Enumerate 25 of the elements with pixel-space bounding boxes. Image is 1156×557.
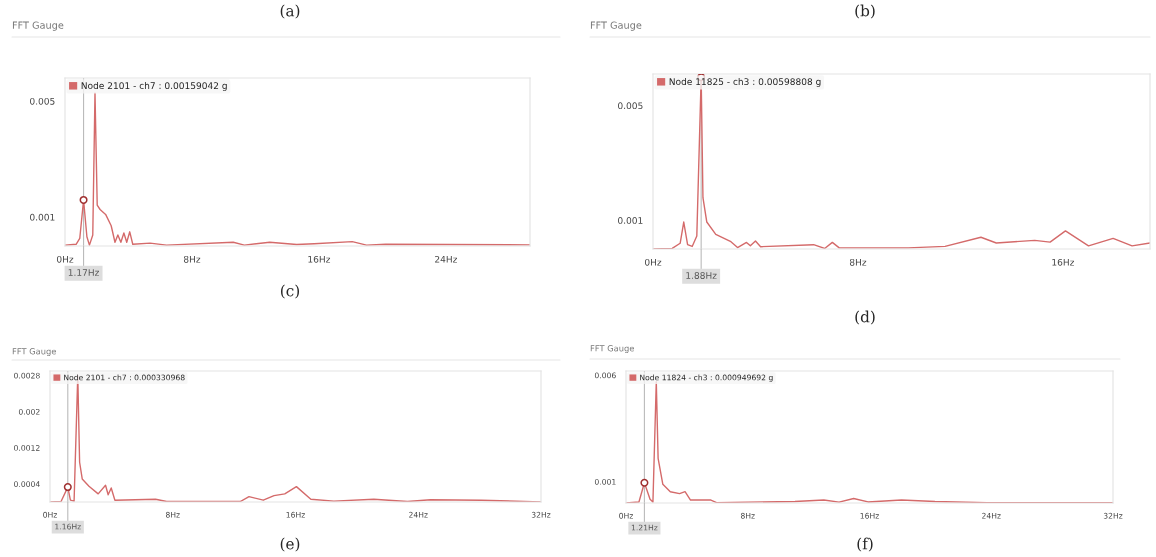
text: (e)	[280, 537, 300, 552]
chart-title: FFT Gauge	[590, 21, 642, 31]
x-tick-label: 24Hz	[435, 255, 458, 263]
legend-label: Node 2101 - ch7 : 0.00159042 g	[81, 82, 227, 91]
y-tick-label: 0.005	[30, 97, 55, 105]
y-tick-label: 0.001	[30, 213, 55, 221]
chart-title: FFT Gauge	[12, 21, 64, 31]
x-tick-label: 8Hz	[849, 258, 867, 266]
x-tick-label: 8Hz	[183, 255, 201, 263]
ref-line-label: 1.17Hz	[68, 269, 99, 276]
x-tick-label: 0Hz	[644, 258, 662, 266]
text: (d)	[855, 310, 875, 325]
chart-title: FFT Gauge	[12, 348, 56, 357]
x-tick-label: 16Hz	[1052, 258, 1075, 266]
text: (c)	[280, 284, 300, 299]
text: (f)	[857, 537, 873, 552]
x-tick-label: 16Hz	[308, 255, 331, 263]
ref-line-label: 1.88Hz	[686, 272, 717, 279]
text: (b)	[855, 4, 875, 19]
y-tick-label: 0.005	[618, 102, 643, 110]
y-tick-label: 0.001	[618, 217, 643, 224]
text: (a)	[280, 4, 300, 19]
chart-title: FFT Gauge	[590, 345, 634, 354]
x-tick-label: 0Hz	[56, 255, 74, 263]
legend-label: Node 11825 - ch3 : 0.00598808 g	[669, 78, 821, 87]
